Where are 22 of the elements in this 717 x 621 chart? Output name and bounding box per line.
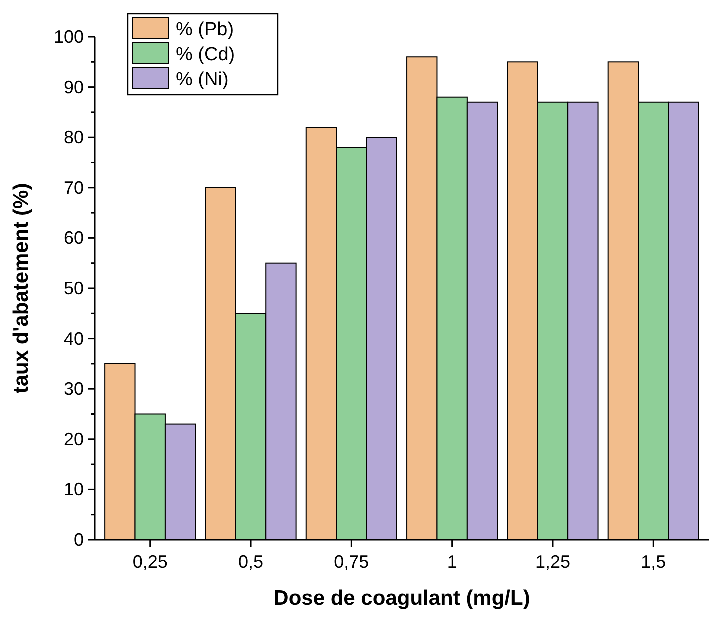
x-tick-label: 1,25 [535, 552, 571, 572]
y-tick-label: 10 [64, 480, 84, 500]
y-tick-label: 60 [64, 228, 84, 248]
x-tick-label: 0,25 [132, 552, 168, 572]
x-tick-label: 1 [447, 552, 458, 572]
legend-label: % (Ni) [176, 70, 229, 90]
legend-label: % (Pb) [176, 20, 234, 40]
x-tick-label: 1,5 [641, 552, 666, 572]
y-tick-label: 70 [64, 178, 84, 198]
legend-label: % (Cd) [176, 44, 236, 66]
y-tick-label: 80 [64, 128, 84, 148]
y-tick-label: 20 [64, 429, 84, 450]
x-axis-title: Dose de coagulant (mg/L) [274, 587, 530, 610]
y-tick-label: 90 [64, 77, 84, 98]
y-tick-label: 0 [74, 530, 84, 550]
y-tick-label: 30 [64, 379, 84, 400]
x-tick-label: 0,75 [334, 552, 370, 572]
y-tick-label: 100 [54, 27, 84, 47]
x-tick-label: 0,5 [238, 552, 264, 572]
y-axis-title: taux d'abatement (%) [10, 183, 33, 394]
y-tick-label: 50 [64, 278, 84, 298]
y-tick-label: 40 [64, 328, 84, 349]
